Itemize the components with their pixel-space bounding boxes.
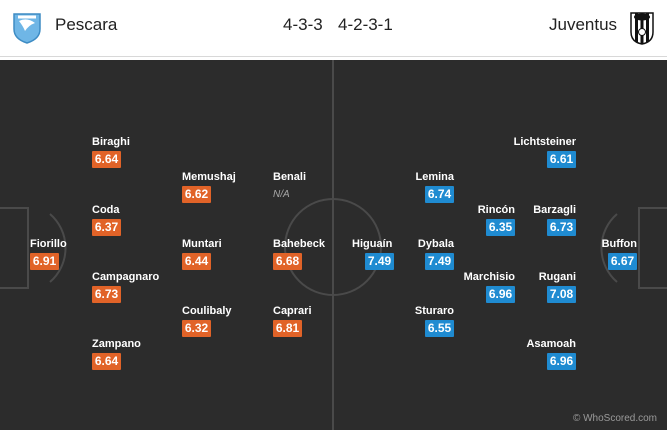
player-rating: 7.49	[365, 253, 394, 270]
player-asamoah[interactable]: Asamoah 6.96	[496, 338, 576, 370]
player-coda[interactable]: Coda 6.37	[92, 204, 172, 236]
player-rating: 6.81	[273, 320, 302, 337]
player-fiorillo[interactable]: Fiorillo 6.91	[30, 238, 110, 270]
player-name: Lemina	[415, 171, 454, 183]
player-rating: 6.73	[92, 286, 121, 303]
player-memushaj[interactable]: Memushaj 6.62	[182, 171, 262, 203]
player-rating: 6.32	[182, 320, 211, 337]
player-name: Dybala	[417, 238, 454, 250]
player-name: Rincón	[477, 204, 515, 216]
player-rating: 6.67	[608, 253, 637, 270]
player-marchisio[interactable]: Marchisio 6.96	[455, 271, 515, 303]
player-zampano[interactable]: Zampano 6.64	[92, 338, 172, 370]
player-rating: 6.96	[486, 286, 515, 303]
player-name: Buffon	[601, 238, 637, 250]
player-rating: 6.74	[425, 186, 454, 203]
player-name: Muntari	[182, 238, 222, 250]
player-rating: 7.49	[425, 253, 454, 270]
juventus-crest-icon	[630, 12, 654, 45]
player-name: Barzagli	[533, 204, 576, 216]
player-rating: 7.08	[547, 286, 576, 303]
away-team-name: Juventus	[549, 15, 618, 34]
player-rating: 6.64	[92, 151, 121, 168]
player-rating: 6.96	[547, 353, 576, 370]
player-name: Memushaj	[182, 171, 236, 183]
player-barzagli[interactable]: Barzagli 6.73	[516, 204, 576, 236]
player-rating: 6.73	[547, 219, 576, 236]
player-sturaro[interactable]: Sturaro 6.55	[414, 305, 454, 337]
watermark: © WhoScored.com	[572, 413, 657, 424]
player-name: Coulibaly	[182, 305, 232, 317]
player-dybala[interactable]: Dybala 7.49	[414, 238, 454, 270]
player-rating: N/A	[273, 189, 290, 200]
player-name: Sturaro	[414, 305, 454, 317]
player-bahebeck[interactable]: Bahebeck 6.68	[273, 238, 353, 270]
player-name: Coda	[92, 204, 120, 216]
player-name: Zampano	[92, 338, 141, 350]
player-benali[interactable]: Benali N/A	[273, 171, 353, 203]
player-rating: 6.68	[273, 253, 302, 270]
player-rating: 6.61	[547, 151, 576, 168]
player-buffon[interactable]: Buffon 6.67	[597, 238, 637, 270]
player-coulibaly[interactable]: Coulibaly 6.32	[182, 305, 262, 337]
player-biraghi[interactable]: Biraghi 6.64	[92, 136, 172, 168]
player-rating: 6.64	[92, 353, 121, 370]
player-muntari[interactable]: Muntari 6.44	[182, 238, 262, 270]
player-rating: 6.91	[30, 253, 59, 270]
player-name: Fiorillo	[30, 238, 67, 250]
match-header: Pescara 4-3-3 4-2-3-1 Juventus	[0, 0, 667, 57]
player-lemina[interactable]: Lemina 6.74	[414, 171, 454, 203]
player-rating: 6.37	[92, 219, 121, 236]
home-formation: 4-3-3	[283, 15, 323, 34]
player-rincon[interactable]: Rincón 6.35	[455, 204, 515, 236]
player-rating: 6.62	[182, 186, 211, 203]
player-campagnaro[interactable]: Campagnaro 6.73	[92, 271, 172, 303]
player-name: Biraghi	[92, 136, 130, 148]
player-rating: 6.55	[425, 320, 454, 337]
player-name: Higuaín	[352, 238, 393, 250]
player-rating: 6.35	[486, 219, 515, 236]
player-name: Campagnaro	[92, 271, 160, 283]
home-team-name: Pescara	[55, 15, 118, 34]
player-rating: 6.44	[182, 253, 211, 270]
pescara-crest-icon	[13, 13, 41, 44]
player-name: Caprari	[273, 305, 312, 317]
player-name: Asamoah	[526, 338, 576, 350]
player-name: Bahebeck	[273, 238, 325, 250]
player-name: Benali	[273, 171, 307, 183]
player-lichtsteiner[interactable]: Lichtsteiner 6.61	[496, 136, 576, 168]
player-name: Rugani	[538, 271, 576, 283]
away-formation: 4-2-3-1	[338, 15, 393, 34]
player-name: Lichtsteiner	[513, 136, 576, 148]
player-higuain[interactable]: Higuaín 7.49	[352, 238, 432, 270]
pitch: Fiorillo 6.91 Biraghi 6.64 Coda 6.37 Cam…	[0, 60, 667, 430]
pitch-lines	[0, 60, 667, 430]
player-name: Marchisio	[463, 271, 515, 283]
player-rugani[interactable]: Rugani 7.08	[516, 271, 576, 303]
player-caprari[interactable]: Caprari 6.81	[273, 305, 353, 337]
